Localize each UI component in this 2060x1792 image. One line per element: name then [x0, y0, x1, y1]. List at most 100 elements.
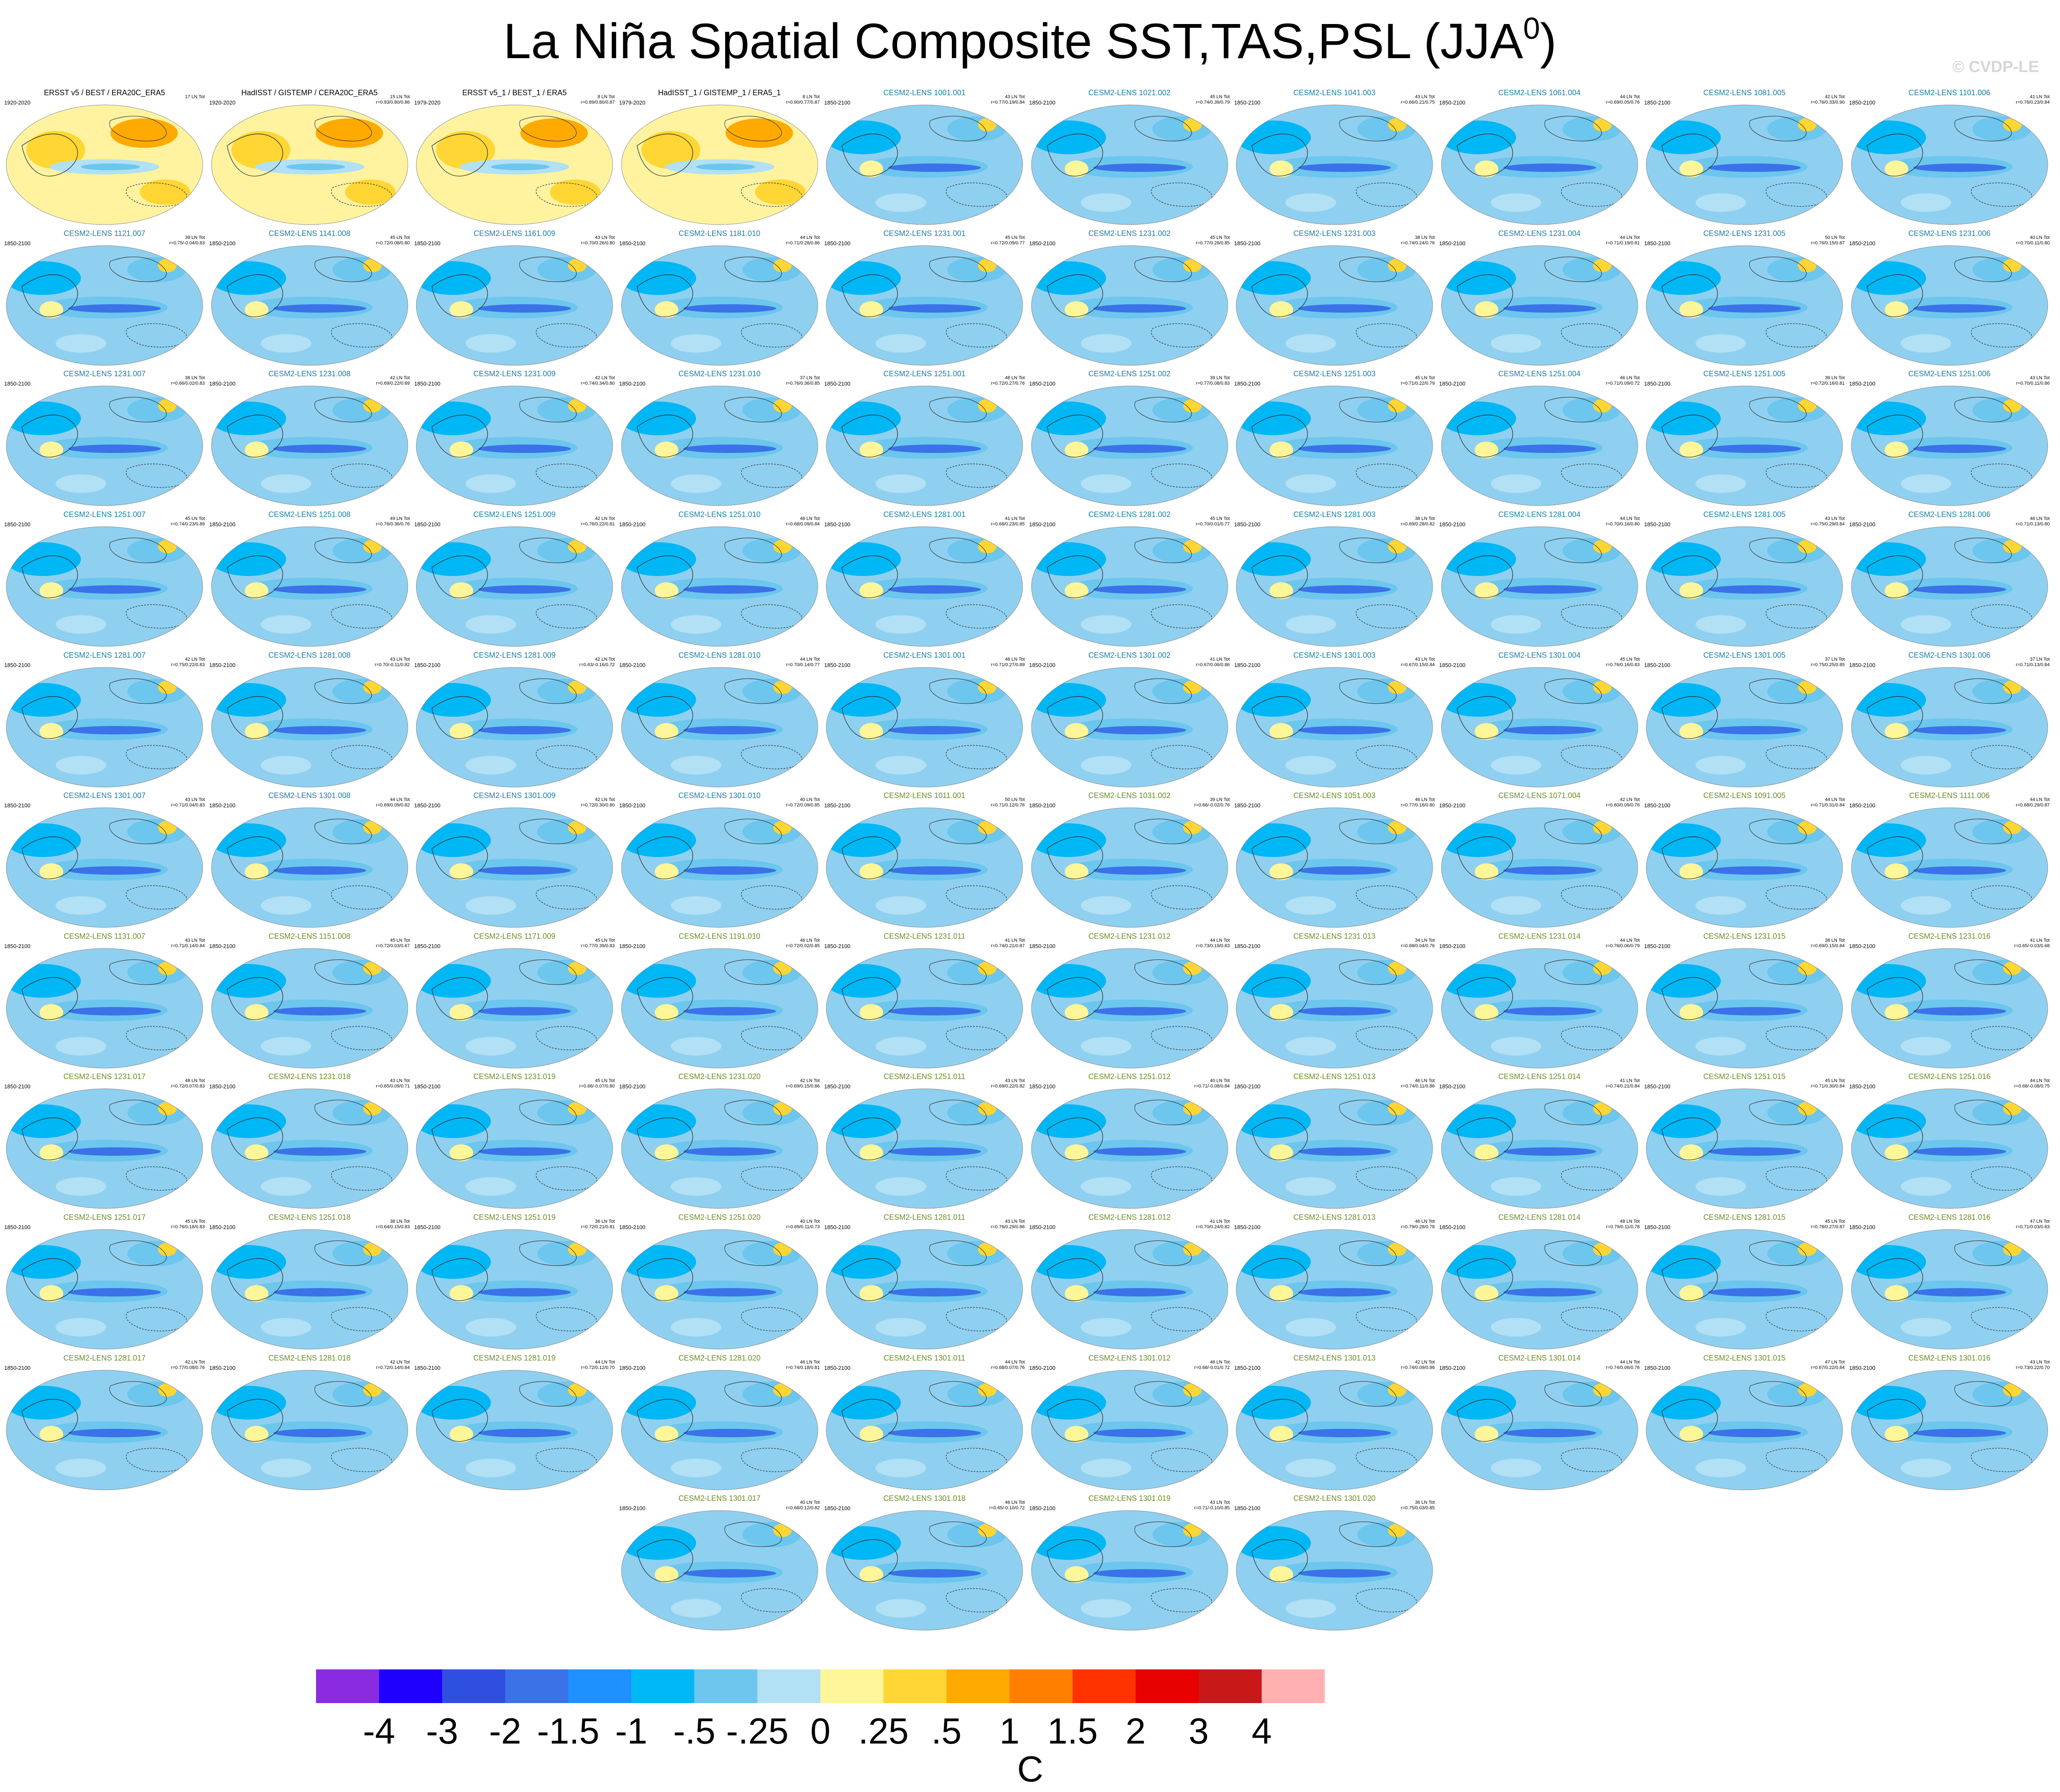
map-panel: CESM2-LENS 1101.006 1850-2100 41 LN Tot r=… [1848, 88, 2052, 228]
psl-contour-negative [126, 323, 187, 348]
warm-anomaly [978, 540, 997, 553]
panel-stats: 45 LN Tot r=0.72/0.08/0.80 [376, 235, 410, 246]
cool-anomaly [1767, 1382, 1826, 1407]
cool-anomaly [947, 679, 1006, 704]
cool-tongue-core [1298, 304, 1391, 313]
panel-years: 1850-2100 [4, 240, 31, 246]
panel-stats: 46 LN Tot r=0.68/-0.01/0.72 [1194, 1360, 1230, 1370]
panel-years: 1850-2100 [1234, 99, 1261, 106]
psl-contour-negative [1561, 182, 1622, 207]
map-panel: CESM2-LENS 1011.001 1850-2100 50 LN Tot r=… [822, 791, 1026, 930]
psl-contour [1544, 1100, 1602, 1125]
map-outline [621, 1370, 818, 1490]
map-composite [416, 386, 613, 506]
psl-contour [1134, 257, 1192, 282]
cool-anomaly [1357, 1241, 1416, 1266]
psl-contour [314, 116, 372, 142]
warm-anomaly [40, 1426, 63, 1443]
psl-contour-negative [1561, 323, 1622, 348]
map-composite [1441, 807, 1638, 928]
map-composite [211, 526, 408, 647]
map-outline [1646, 526, 1843, 647]
map-outline [1851, 526, 2048, 647]
map-panel: CESM2-LENS 1251.020 1850-2100 40 LN Tot r=… [618, 1213, 822, 1352]
panel-stats: 46 LN Tot r=0.74/0.18/0.81 [786, 1360, 820, 1370]
psl-contour [636, 415, 693, 458]
cool-anomaly [1851, 121, 1926, 154]
cool-anomaly [1696, 1177, 1746, 1196]
panel-years: 1850-2100 [209, 1083, 236, 1090]
map-composite [621, 386, 818, 506]
map-panel: CESM2-LENS 1071.004 1850-2100 42 LN Tot r=… [1438, 791, 1642, 930]
panel-years: 1850-2100 [1439, 943, 1465, 949]
psl-contour [1251, 836, 1308, 879]
cool-anomaly [1851, 1245, 1926, 1279]
map-panel: CESM2-LENS 1021.002 1850-2100 45 LN Tot r=… [1028, 88, 1232, 228]
warm-anomaly [1680, 442, 1703, 458]
panel-stats: 15 LN Tot r=0.93/0.80/0.86 [376, 94, 410, 105]
warm-anomaly [1680, 1285, 1703, 1302]
map-outline [621, 667, 818, 788]
panel-title: CESM2-LENS 1021.002 [1088, 88, 1171, 97]
psl-contour [226, 274, 283, 317]
cool-anomaly [1646, 964, 1721, 998]
panel-years: 1850-2100 [4, 943, 31, 949]
cool-anomaly [537, 397, 596, 423]
panel-title: CESM2-LENS 1231.018 [268, 1072, 351, 1081]
cool-anomaly [947, 1382, 1006, 1407]
cool-tongue-core [1298, 866, 1391, 875]
panel-title: CESM2-LENS 1001.001 [883, 88, 966, 97]
warm-anomaly [860, 1566, 883, 1583]
cool-anomaly [537, 960, 596, 985]
panel-years: 1850-2100 [209, 802, 236, 809]
map-outline [1646, 104, 1843, 225]
psl-contour-negative [1151, 323, 1212, 348]
psl-contour [519, 678, 577, 704]
warm-anomaly [1183, 821, 1202, 834]
psl-contour [929, 819, 987, 844]
warm-anomaly [1680, 161, 1703, 177]
cool-anomaly [1080, 615, 1131, 634]
cool-anomaly [1900, 756, 1951, 774]
cool-anomaly [1286, 193, 1336, 212]
cool-anomaly [1562, 397, 1621, 423]
map-composite [1236, 667, 1433, 788]
map-panel: CESM2-LENS 1281.017 1850-2100 42 LN Tot r=… [3, 1354, 206, 1493]
panel-stats: 46 LN Tot r=0.77/0.16/0.80 [1401, 797, 1435, 808]
psl-contour-negative [1355, 323, 1417, 348]
panel-title: CESM2-LENS 1281.004 [1498, 510, 1581, 519]
cool-anomaly [332, 819, 391, 844]
cool-anomaly [260, 1037, 311, 1055]
map-panel: HadISST_1 / GISTEMP_1 / ERA5_1 1979-2020 8… [618, 88, 822, 228]
colorbar-swatch [820, 1669, 884, 1703]
cool-anomaly [416, 402, 491, 435]
map-panel: CESM2-LENS 1251.014 1850-2100 41 LN Tot r=… [1438, 1072, 1642, 1211]
map-composite [211, 386, 408, 506]
cool-anomaly [466, 1177, 516, 1196]
warm-anomaly [1388, 962, 1406, 975]
map-composite [416, 1370, 613, 1490]
panel-stats: 42 LN Tot r=0.69/0.15/0.86 [786, 1078, 820, 1089]
cool-anomaly [742, 819, 801, 844]
map-outline [1236, 1088, 1433, 1209]
cool-anomaly [260, 334, 311, 353]
panel-stats: 42 LN Tot r=0.75/0.22/0.83 [171, 657, 205, 667]
map-outline [1031, 1510, 1228, 1631]
cool-anomaly [6, 964, 81, 998]
cool-tongue-core [1298, 585, 1391, 594]
map-composite [1236, 948, 1433, 1069]
psl-contour [841, 415, 898, 458]
psl-contour [724, 397, 782, 423]
panel-title: CESM2-LENS 1231.013 [1293, 932, 1376, 940]
map-panel: CESM2-LENS 1231.002 1850-2100 45 LN Tot r=… [1028, 229, 1232, 368]
cool-anomaly [1031, 823, 1106, 857]
panel-stats: 43 LN Tot r=0.67/0.15/0.84 [1401, 657, 1435, 667]
cool-tongue-core [1708, 866, 1801, 875]
psl-contour-negative [1355, 1166, 1417, 1191]
warm-anomaly [654, 723, 678, 740]
psl-contour [1251, 696, 1308, 739]
map-composite [1851, 386, 2048, 506]
map-composite [1646, 1370, 1843, 1490]
cool-anomaly [1441, 964, 1516, 998]
panel-stats: 40 LN Tot r=0.69/0.11/0.73 [786, 1219, 820, 1229]
